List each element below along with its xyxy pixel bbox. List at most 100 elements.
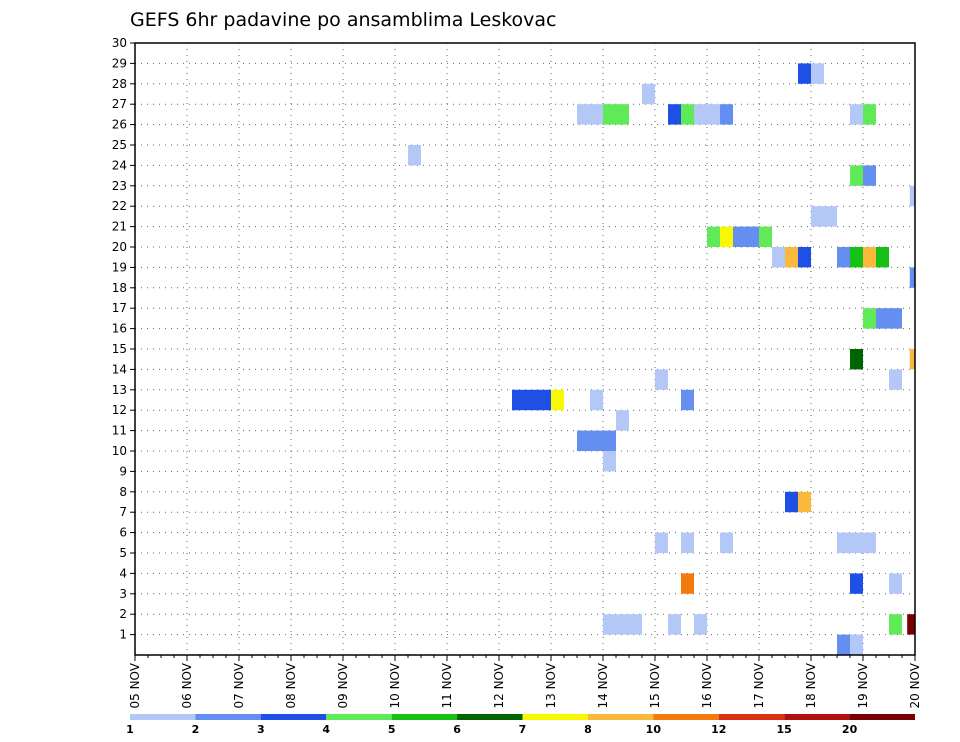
x-tick-label: 18 NOV — [804, 662, 818, 708]
precipitation-cell — [720, 104, 733, 125]
legend-swatch — [195, 714, 261, 720]
legend-label: 5 — [388, 723, 396, 736]
legend-swatch — [849, 714, 915, 720]
precipitation-cell — [681, 532, 694, 553]
legend-swatch — [653, 714, 719, 720]
legend-swatch — [784, 714, 850, 720]
precipitation-cell — [655, 532, 668, 553]
precipitation-cell — [850, 104, 863, 125]
color-legend: 1 2 3 4 5 6 7 8 10 12 15 20 — [126, 714, 915, 736]
precipitation-cell — [850, 165, 863, 186]
y-tick-label: 12 — [112, 403, 127, 417]
x-tick-label: 09 NOV — [336, 662, 350, 708]
precipitation-cell — [909, 349, 915, 370]
y-tick-label: 21 — [112, 220, 127, 234]
precipitation-cell — [603, 104, 629, 125]
precipitation-cell — [408, 145, 421, 166]
x-tick-label: 17 NOV — [752, 662, 766, 708]
x-tick-label: 10 NOV — [388, 662, 402, 708]
precipitation-cell — [876, 247, 889, 268]
y-tick-label: 28 — [112, 77, 127, 91]
precipitation-cell — [837, 247, 850, 268]
precipitation-cell — [590, 389, 603, 411]
precipitation-cell — [733, 226, 759, 247]
precipitation-cell — [512, 389, 551, 411]
x-tick-label: 20 NOV — [908, 662, 922, 708]
y-tick-label: 16 — [112, 322, 127, 336]
y-tick-label: 13 — [112, 383, 127, 397]
y-tick-label: 18 — [112, 281, 127, 295]
precipitation-cell — [681, 104, 694, 125]
precipitation-cell — [707, 226, 720, 247]
y-tick-label: 26 — [112, 118, 127, 132]
y-tick-label: 27 — [112, 97, 127, 111]
y-tick-label: 1 — [119, 628, 127, 642]
legend-label: 12 — [711, 723, 726, 736]
precipitation-cell — [603, 451, 616, 472]
legend-swatch — [522, 714, 588, 720]
chart-title: GEFS 6hr padavine po ansamblima Leskovac — [130, 9, 557, 31]
y-tick-label: 17 — [112, 301, 127, 315]
legend-label: 3 — [257, 723, 265, 736]
precipitation-cell — [863, 308, 876, 329]
legend-label: 1 — [126, 723, 134, 736]
legend-swatch — [718, 714, 785, 720]
y-tick-label: 8 — [119, 485, 127, 499]
x-tick-label: 11 NOV — [440, 662, 454, 708]
y-tick-label: 19 — [112, 260, 127, 274]
precipitation-cell — [655, 369, 668, 390]
precipitation-cell — [798, 247, 811, 268]
precipitation-cell — [798, 63, 811, 84]
legend-label: 2 — [192, 723, 200, 736]
precipitation-cell — [850, 247, 863, 268]
precipitation-cell — [909, 267, 915, 288]
y-tick-label: 5 — [119, 546, 127, 560]
x-tick-label: 06 NOV — [180, 662, 194, 708]
precipitation-cell — [720, 226, 733, 247]
precipitation-cell — [889, 614, 902, 635]
y-tick-label: 30 — [112, 36, 127, 50]
y-axis: 1234567891011121314151617181920212223242… — [112, 36, 135, 642]
precipitation-cell — [681, 573, 694, 594]
y-tick-label: 4 — [119, 566, 127, 580]
y-tick-label: 14 — [112, 362, 127, 376]
legend-swatch — [130, 714, 196, 720]
precipitation-cell — [863, 165, 876, 186]
grid-lines — [135, 43, 915, 655]
precipitation-cell — [876, 308, 902, 329]
legend-swatch — [260, 714, 327, 720]
precipitation-cell — [616, 410, 629, 431]
precipitation-cell — [863, 104, 876, 125]
y-tick-label: 20 — [112, 240, 127, 254]
legend-swatch — [391, 714, 458, 720]
x-tick-label: 12 NOV — [492, 662, 506, 708]
precipitation-cell — [577, 430, 616, 451]
precipitation-cell — [681, 389, 694, 411]
y-tick-label: 25 — [112, 138, 127, 152]
legend-swatch — [457, 714, 523, 720]
x-tick-label: 15 NOV — [648, 662, 662, 708]
precipitation-cell — [837, 634, 850, 655]
precipitation-cell — [889, 369, 902, 390]
x-tick-label: 08 NOV — [284, 662, 298, 708]
legend-label: 6 — [453, 723, 461, 736]
y-tick-label: 23 — [112, 179, 127, 193]
legend-label: 10 — [646, 723, 662, 736]
precipitation-cell — [798, 491, 811, 513]
y-tick-label: 22 — [112, 199, 127, 213]
y-tick-label: 3 — [119, 587, 127, 601]
precipitation-cell — [642, 83, 655, 105]
y-tick-label: 29 — [112, 56, 127, 70]
legend-swatch — [587, 714, 654, 720]
precipitation-cell — [759, 226, 772, 247]
precipitation-cell — [694, 104, 720, 125]
legend-swatch — [326, 714, 392, 720]
x-tick-label: 16 NOV — [700, 662, 714, 708]
precipitation-cell — [785, 247, 798, 268]
precipitation-cell — [863, 247, 876, 268]
y-tick-label: 15 — [112, 342, 127, 356]
y-tick-label: 6 — [119, 526, 127, 540]
precipitation-cell — [850, 573, 863, 594]
precipitation-cell — [909, 185, 915, 207]
